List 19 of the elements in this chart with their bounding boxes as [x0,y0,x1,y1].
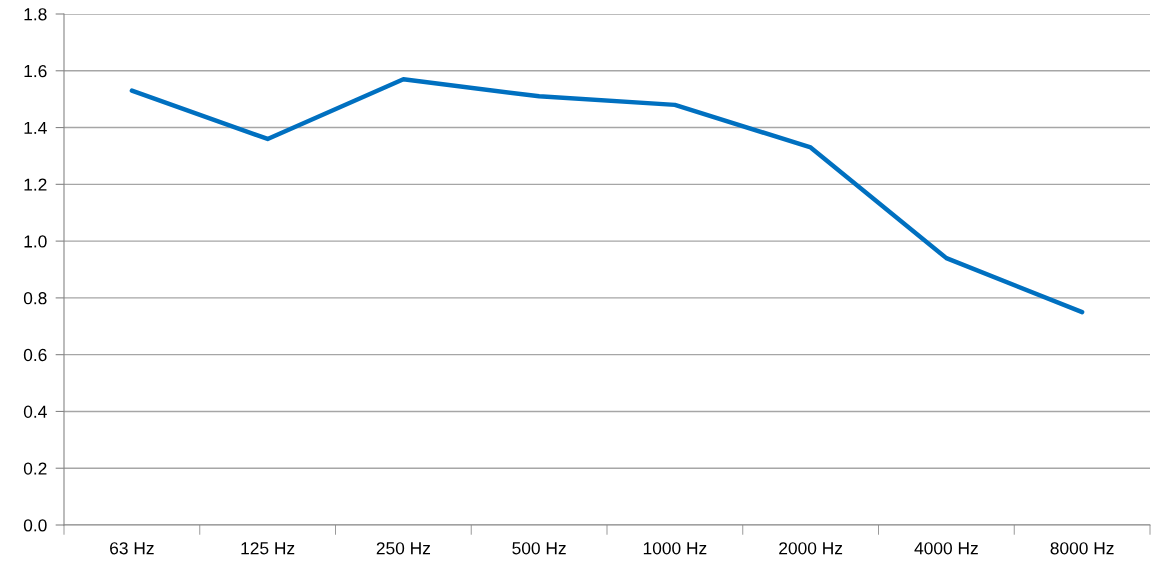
y-tick-label: 0.4 [23,405,47,418]
line-series [129,77,1085,315]
y-tick-label: 0.2 [23,462,47,475]
x-tick-label: 125 Hz [241,542,295,555]
y-tick-label: 0.8 [23,292,47,305]
y-tick-label: 1.0 [24,235,47,248]
y-tick-label: 0.6 [23,348,47,362]
x-tick-label: 250 Hz [376,542,431,555]
y-tick-label: 1.2 [24,178,47,191]
x-tick-label: 4000 Hz [914,542,978,555]
y-tick-label: 1.4 [24,121,47,134]
y-tick-label: 1.6 [24,64,47,78]
x-tick-label: 500 Hz [512,542,566,555]
y-tick-label: 0.0 [23,519,47,532]
x-tick-label: 1000 Hz [643,542,707,555]
x-tick-label: 8000 Hz [1050,542,1114,555]
x-tick-label: 2000 Hz [779,542,843,555]
y-tick-label: 1.8 [24,8,47,21]
x-tick-label: 63 Hz [110,542,154,555]
